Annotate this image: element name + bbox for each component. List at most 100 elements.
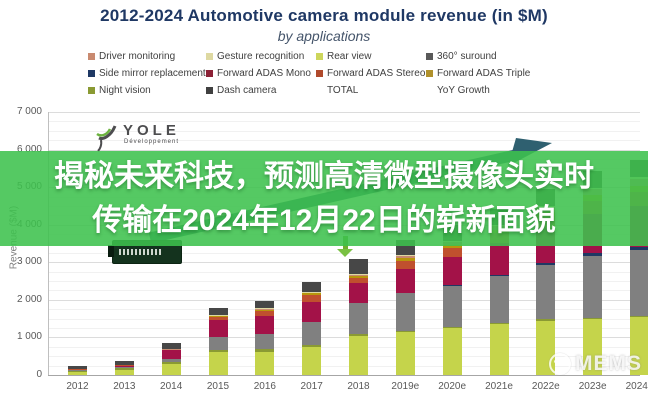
- bar-segment: [630, 315, 648, 317]
- legend-item: Dash camera: [206, 84, 276, 96]
- bar-segment: [255, 310, 275, 317]
- bar-segment: [349, 303, 368, 335]
- bar-segment: [442, 244, 462, 248]
- yole-logo-subtitle: Développement: [124, 139, 180, 145]
- yole-swoosh-icon: [96, 125, 117, 152]
- legend-item: Forward ADAS Mono: [206, 67, 311, 79]
- bar-segment: [208, 319, 228, 337]
- bar-segment: [255, 308, 275, 310]
- bar-segment: [349, 283, 368, 304]
- bar-segment: [489, 324, 509, 375]
- legend-item: Driver monitoring: [88, 50, 175, 62]
- x-tick-label: 2012: [66, 381, 89, 392]
- bar-segment: [630, 249, 648, 316]
- x-tick-label: 2020e: [438, 381, 467, 392]
- bar-segment: [583, 253, 603, 256]
- bar-segment: [114, 360, 134, 366]
- bar-segment: [208, 352, 228, 375]
- gridline-minor: [48, 328, 640, 330]
- bar-segment: [255, 349, 275, 352]
- bar-segment: [395, 255, 415, 259]
- bar-segment: [395, 293, 415, 331]
- bar-segment: [302, 282, 322, 292]
- bar-segment: [302, 294, 322, 302]
- x-tick-label: 2018: [347, 381, 370, 392]
- legend-label: Gesture recognition: [217, 50, 305, 62]
- bar-segment: [395, 255, 415, 257]
- headline-overlay-banner: 揭秘未来科技，预测高清微型摄像头实时 传输在2024年12月22日的崭新面貌: [0, 151, 648, 246]
- legend-label: YoY Growth: [437, 84, 490, 96]
- bar-segment: [349, 278, 368, 284]
- x-tick-label: 2024e: [625, 381, 648, 392]
- bar-segment: [68, 366, 87, 369]
- bar-segment: [208, 336, 228, 350]
- bar-segment: [489, 323, 509, 325]
- legend-item: TOTAL: [316, 84, 358, 96]
- bar-segment: [583, 318, 603, 375]
- headline-line-1: 揭秘未来科技，预测高清微型摄像头实时: [54, 159, 594, 193]
- bar-segment: [395, 258, 415, 262]
- bar-segment: [442, 285, 462, 327]
- bar-segment: [536, 319, 556, 321]
- legend-item: Night vision: [88, 84, 151, 96]
- yole-logo-name: YOLE: [123, 122, 180, 139]
- legend-label: TOTAL: [327, 84, 359, 96]
- bar-segment: [255, 309, 275, 311]
- bar-segment: [161, 350, 181, 359]
- legend-swatch: [426, 69, 433, 77]
- bar-segment: [536, 264, 556, 320]
- bar-segment: [349, 335, 368, 375]
- x-tick-label: 2021e: [485, 381, 513, 392]
- bar-segment: [536, 263, 556, 265]
- mems-logo-icon: [549, 353, 571, 375]
- bar-segment: [349, 274, 368, 277]
- gridline-minor: [48, 140, 640, 142]
- gridline-minor: [48, 290, 640, 292]
- bar-segment: [583, 255, 603, 318]
- bar-segment: [114, 365, 134, 368]
- gridline-minor: [48, 318, 640, 320]
- gridline-minor: [48, 281, 640, 283]
- legend-item: 360° suround: [426, 50, 497, 62]
- bar-segment: [68, 369, 87, 371]
- bar-segment: [349, 276, 368, 279]
- x-tick-label: 2015: [206, 381, 230, 392]
- bar-segment: [302, 301, 322, 323]
- gridline-minor: [48, 130, 640, 132]
- bar-segment: [349, 274, 368, 276]
- gridline-major: [48, 337, 640, 339]
- legend-swatch: [316, 52, 323, 60]
- bar-segment: [489, 276, 509, 324]
- bar-segment: [161, 364, 181, 375]
- x-tick-label: 2014: [160, 381, 183, 392]
- bar-segment: [255, 351, 275, 375]
- gridline-minor: [48, 356, 640, 358]
- bar-segment: [489, 243, 509, 276]
- bar-segment: [114, 367, 134, 370]
- legend-swatch: [88, 86, 95, 94]
- legend-swatch: [426, 52, 433, 60]
- camera-module-connector: [108, 245, 114, 257]
- gridline-minor: [48, 271, 640, 273]
- y-tick-label: 2 000: [16, 293, 42, 305]
- y-tick-label: 0: [36, 369, 42, 380]
- bar-segment: [114, 365, 134, 367]
- legend-item: Forward ADAS Triple: [426, 67, 530, 79]
- x-tick-label: 2019e: [391, 381, 420, 392]
- legend-swatch: [206, 69, 213, 77]
- bar-segment: [349, 258, 368, 275]
- bar-segment: [161, 358, 181, 362]
- bar-segment: [302, 322, 322, 345]
- yole-logo: YOLE Développement: [95, 120, 205, 154]
- bar-segment: [161, 348, 181, 350]
- bar-segment: [442, 256, 462, 285]
- bar-segment: [114, 367, 134, 369]
- bar-segment: [395, 261, 415, 269]
- legend-swatch: [88, 69, 95, 77]
- mems-watermark-label: MEMS: [575, 352, 642, 375]
- legend-label: Rear view: [327, 50, 372, 62]
- legend-item: Side mirror replacement: [88, 67, 206, 79]
- bar-segment: [208, 349, 228, 353]
- legend-label: Night vision: [99, 84, 151, 96]
- bar-segment: [442, 248, 462, 257]
